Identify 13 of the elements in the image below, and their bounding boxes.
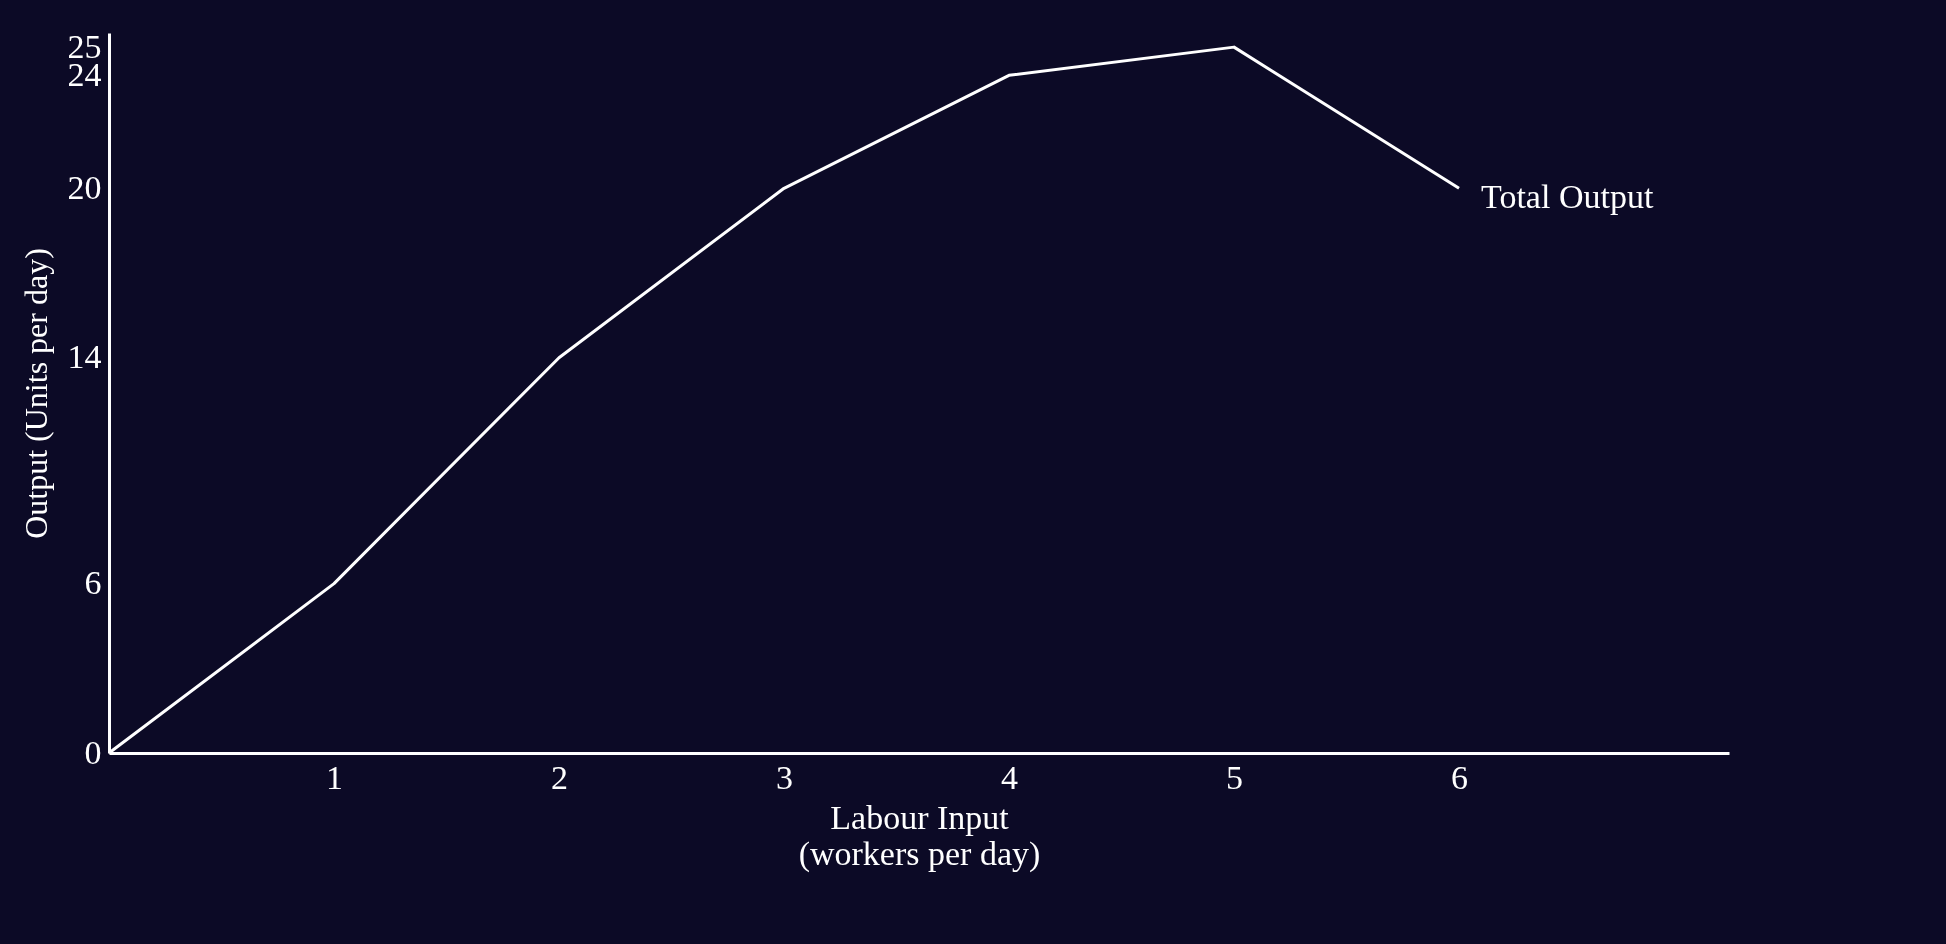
x-tick-label: 3 bbox=[776, 758, 793, 796]
series-label: Total Output bbox=[1481, 178, 1654, 216]
y-tick-label: 14 bbox=[67, 338, 102, 376]
x-tick-label: 6 bbox=[1451, 758, 1468, 796]
y-axis-title: Output (Units per day) bbox=[17, 248, 54, 539]
x-tick-label: 5 bbox=[1226, 758, 1243, 796]
y-tick-label: 6 bbox=[84, 564, 102, 602]
y-tick-label: 20 bbox=[67, 168, 102, 206]
y-tick-label: 0 bbox=[84, 733, 102, 771]
x-tick-label: 2 bbox=[551, 758, 568, 796]
x-tick-label: 1 bbox=[326, 758, 343, 796]
x-axis-title: Labour Input (workers per day) bbox=[798, 798, 1041, 873]
x-tick-label: 4 bbox=[1001, 758, 1018, 796]
